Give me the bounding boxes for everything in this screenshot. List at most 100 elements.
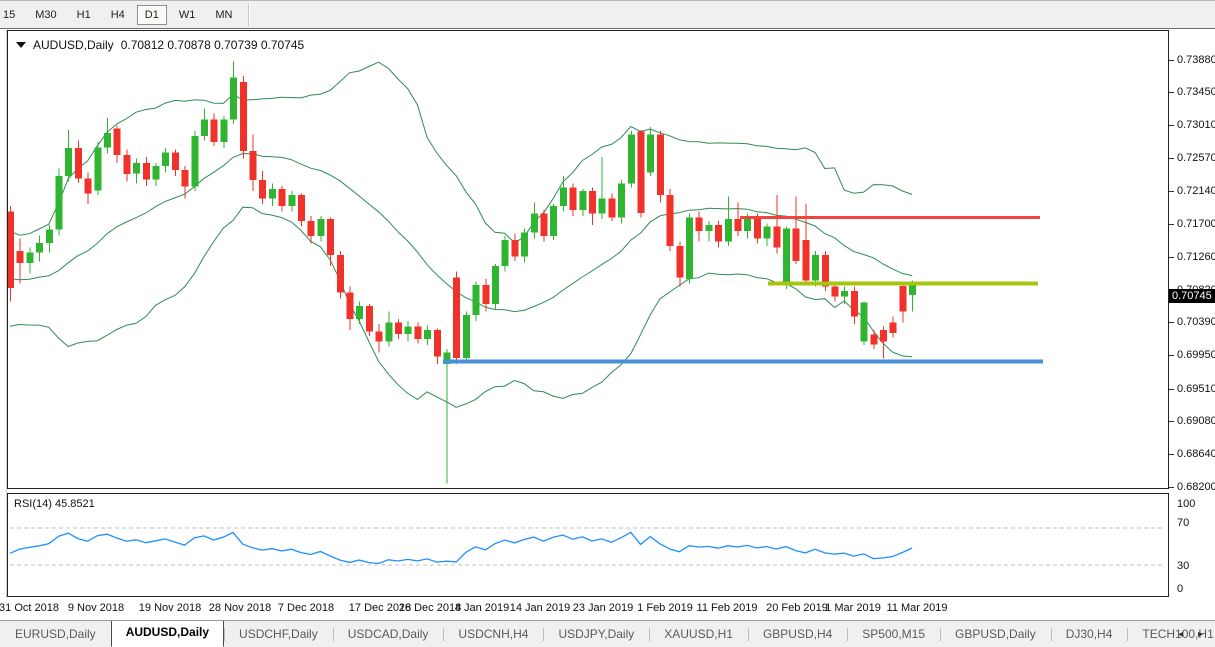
- axis-tick: [1169, 487, 1174, 488]
- axis-tick: [1169, 60, 1174, 61]
- rsi-axis-label: 0: [1177, 583, 1184, 595]
- bollinger-upper-band: [9, 61, 913, 244]
- rsi-line: [9, 531, 913, 565]
- candle-body: [715, 224, 723, 242]
- symbol-tab-gbpusd[interactable]: GBPUSD,Daily: [940, 622, 1051, 647]
- candle-body: [472, 285, 480, 316]
- rsi-axis-label: 100: [1177, 498, 1196, 510]
- date-axis-label: 11 Feb 2019: [696, 602, 758, 614]
- timeframe-button-w1[interactable]: W1: [178, 8, 196, 21]
- candle-body: [365, 306, 373, 332]
- timeframe-button-d1[interactable]: D1: [136, 4, 167, 25]
- date-axis[interactable]: 31 Oct 2018 9 Nov 2018 19 Nov 2018 28 Nov 2…: [0, 598, 1215, 619]
- bollinger-middle-band: [9, 152, 913, 313]
- candle-body: [482, 285, 490, 304]
- symbol-tabbar: EURUSD,Daily AUDUSD,Daily USDCHF,Daily USDC…: [0, 620, 1215, 647]
- rsi-axis-label: 70: [1177, 517, 1190, 529]
- main-chart-panel[interactable]: AUDUSD,Daily 0.70812 0.70878 0.70739 0.7…: [7, 30, 1169, 489]
- price-axis-label: 0.69950: [1169, 349, 1215, 361]
- symbol-tab-eurusd[interactable]: EURUSD,Daily: [15, 627, 96, 641]
- axis-tick: [1169, 92, 1174, 93]
- candle-body: [802, 239, 810, 281]
- candle-body: [65, 148, 73, 176]
- candle-body: [831, 286, 839, 297]
- symbol-tab-xauusd[interactable]: XAUUSD,H1: [649, 622, 748, 647]
- candle-body: [162, 152, 170, 167]
- chart-dropdown-icon[interactable]: [16, 42, 26, 48]
- candle-body: [870, 334, 878, 345]
- candle-body: [899, 285, 907, 312]
- candle-body: [55, 176, 63, 230]
- price-axis-label: 0.69080: [1169, 415, 1215, 427]
- candle-body: [453, 277, 461, 358]
- candle-body: [550, 206, 558, 237]
- timeframe-button-15[interactable]: 15: [3, 8, 16, 21]
- candle-body: [259, 179, 267, 199]
- rsi-panel[interactable]: RSI(14) 45.8521: [7, 493, 1169, 597]
- candle-body: [841, 291, 849, 297]
- symbol-tab-usdchf[interactable]: USDCHF,Daily: [224, 622, 333, 647]
- timeframe-toolbar: 15 M30 H1 H4 D1 W1 MN: [0, 0, 1215, 29]
- axis-tick: [1169, 454, 1174, 455]
- candle-body: [191, 136, 199, 187]
- candle-body: [559, 187, 567, 207]
- symbol-tab-usdjpy[interactable]: USDJPY,Daily: [543, 622, 649, 647]
- candle-body: [618, 183, 626, 218]
- timeframe-button-m30[interactable]: M30: [35, 8, 57, 21]
- symbol-tab-audusd[interactable]: AUDUSD,Daily: [110, 621, 225, 647]
- candle-body: [443, 352, 451, 364]
- timeframe-button-h4[interactable]: H4: [110, 8, 125, 21]
- price-axis-label: 0.71700: [1169, 218, 1215, 230]
- candle-body: [579, 191, 587, 210]
- axis-tick: [1169, 224, 1174, 225]
- candle-body: [637, 131, 645, 213]
- candle-body: [84, 178, 92, 194]
- candle-body: [375, 331, 383, 342]
- window-left-gutter: [0, 30, 7, 618]
- axis-tick: [1169, 125, 1174, 126]
- candle-body: [104, 133, 111, 148]
- date-axis-label: 19 Nov 2018: [138, 602, 202, 614]
- tab-scroll-arrows[interactable]: ◂ ▸: [1178, 629, 1209, 640]
- candle-body: [36, 242, 44, 253]
- symbol-tab-usdcad[interactable]: USDCAD,Daily: [332, 622, 444, 647]
- candle-body: [385, 322, 393, 342]
- candle-body: [695, 217, 703, 231]
- axis-tick: [1169, 257, 1174, 258]
- symbol-tab-usdcnh[interactable]: USDCNH,H4: [443, 622, 543, 647]
- symbol-tab-sp500[interactable]: SP500,M15: [847, 622, 940, 647]
- date-axis-label: 1 Mar 2019: [825, 602, 881, 614]
- timeframe-button-h1[interactable]: H1: [76, 8, 91, 21]
- price-axis[interactable]: 0.73880 0.73450 0.73010 0.72570 0.72140 0.717…: [1169, 30, 1215, 598]
- candle-body: [113, 128, 121, 155]
- candle-body: [705, 224, 713, 231]
- candlestick-chart[interactable]: [8, 31, 1168, 488]
- symbol-tab-dj30[interactable]: DJ30,H4: [1050, 622, 1128, 647]
- candle-body: [404, 326, 412, 334]
- candle-body: [792, 228, 800, 261]
- symbol-tab-gbpusd[interactable]: GBPUSD,H4: [747, 622, 847, 647]
- symbol-tab-tech100[interactable]: TECH100,H1: [1127, 622, 1215, 647]
- axis-tick: [1169, 158, 1174, 159]
- candle-body: [521, 232, 529, 257]
- candle-body: [8, 211, 14, 289]
- candle-body: [589, 191, 596, 214]
- candle-body: [860, 302, 868, 342]
- candle-body: [123, 155, 131, 174]
- price-axis-label: 0.70390: [1169, 316, 1215, 328]
- timeframe-button-mn[interactable]: MN: [215, 8, 233, 21]
- toolbar-separator: [248, 3, 251, 26]
- candle-body: [288, 194, 296, 207]
- price-axis-label: 0.68200: [1169, 481, 1215, 493]
- price-axis-label: 0.71260: [1169, 251, 1215, 263]
- candle-body: [909, 285, 917, 295]
- candle-body: [26, 252, 34, 264]
- candle-body: [249, 151, 257, 180]
- candle-body: [569, 187, 577, 210]
- price-axis-label: 0.73010: [1169, 119, 1215, 131]
- candle-body: [753, 217, 761, 239]
- candle-body: [45, 229, 53, 243]
- date-axis-label: 28 Nov 2018: [208, 602, 272, 614]
- candle-body: [171, 152, 179, 170]
